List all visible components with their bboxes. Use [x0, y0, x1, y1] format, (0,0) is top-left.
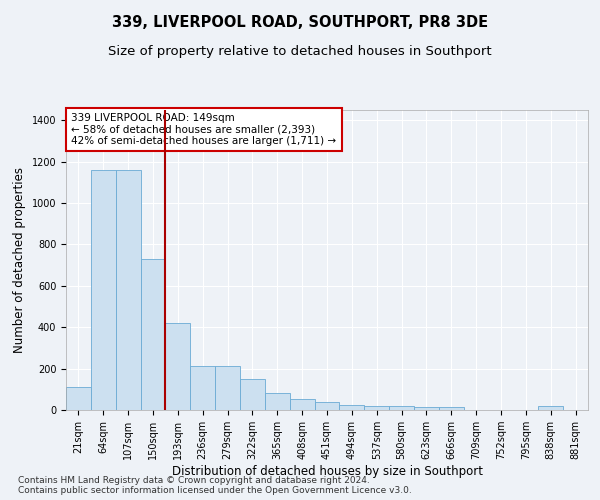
Bar: [538, 406, 563, 410]
Bar: [166, 323, 190, 410]
Bar: [314, 402, 340, 410]
Bar: [66, 387, 91, 410]
Bar: [364, 406, 389, 410]
Text: 339, LIVERPOOL ROAD, SOUTHPORT, PR8 3DE: 339, LIVERPOOL ROAD, SOUTHPORT, PR8 3DE: [112, 15, 488, 30]
Text: 339 LIVERPOOL ROAD: 149sqm
← 58% of detached houses are smaller (2,393)
42% of s: 339 LIVERPOOL ROAD: 149sqm ← 58% of deta…: [71, 113, 337, 146]
Bar: [290, 398, 314, 410]
Bar: [140, 259, 166, 410]
Bar: [340, 405, 364, 410]
Bar: [116, 170, 140, 410]
Bar: [439, 407, 464, 410]
X-axis label: Distribution of detached houses by size in Southport: Distribution of detached houses by size …: [172, 465, 482, 478]
Bar: [91, 170, 116, 410]
Bar: [215, 366, 240, 410]
Text: Contains HM Land Registry data © Crown copyright and database right 2024.
Contai: Contains HM Land Registry data © Crown c…: [18, 476, 412, 495]
Bar: [265, 394, 290, 410]
Bar: [389, 406, 414, 410]
Text: Size of property relative to detached houses in Southport: Size of property relative to detached ho…: [108, 45, 492, 58]
Bar: [190, 366, 215, 410]
Y-axis label: Number of detached properties: Number of detached properties: [13, 167, 26, 353]
Bar: [414, 407, 439, 410]
Bar: [240, 379, 265, 410]
